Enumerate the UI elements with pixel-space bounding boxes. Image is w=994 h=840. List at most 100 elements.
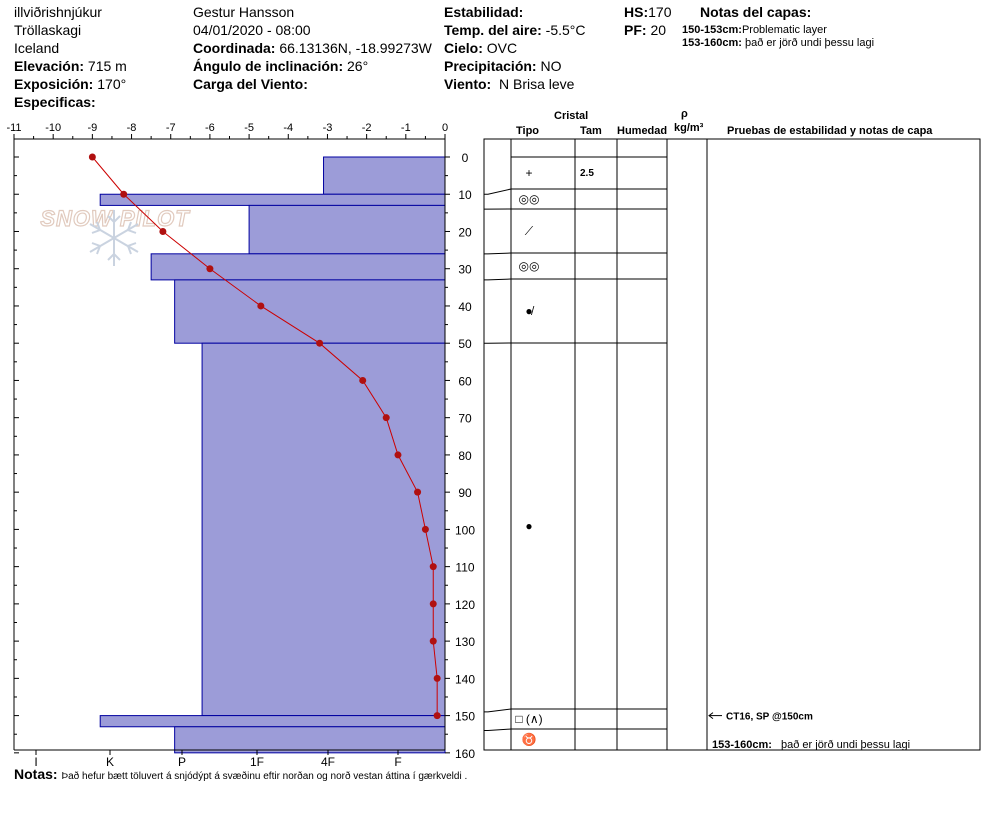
- temperature-point: [88, 153, 96, 161]
- temp-tick-label: -8: [127, 122, 137, 134]
- depth-tick-label: 20: [458, 225, 472, 239]
- temperature-point: [382, 414, 390, 422]
- hardness-bar-3: [150, 253, 446, 281]
- grain-type-symbol: ●: [525, 519, 532, 533]
- snow-pilot-watermark: SNOW PILOT: [40, 205, 190, 266]
- hardness-bar-4: [174, 279, 446, 344]
- pf-row: PF: 20: [624, 22, 666, 38]
- depth-tick-label: 150: [455, 710, 475, 724]
- density-unit-header: kg/m³: [674, 122, 704, 134]
- crystal-header: Cristal: [554, 110, 589, 122]
- hardness-bar-7: [174, 726, 446, 754]
- pf-label: PF:: [624, 22, 647, 38]
- hardness-bar-1: [99, 193, 446, 206]
- coordinate-value: 66.13136N, -18.99273W: [279, 40, 432, 56]
- temperature-point: [159, 227, 167, 235]
- hardness-bar-0: [323, 156, 446, 195]
- layer-note-1-range: 150-153cm:: [682, 24, 742, 36]
- grain-type-symbol: ◎◎: [519, 259, 540, 273]
- elevation-row: Elevación: 715 m: [14, 58, 127, 74]
- grain-type-symbol: ●̸: [525, 304, 534, 318]
- layer-note-1: 150-153cm:Problematic layer: [682, 24, 827, 36]
- hardness-tick-label: K: [106, 755, 114, 769]
- depth-tick-label: 120: [455, 598, 475, 612]
- layer-notes-title: Notas del capas:: [700, 4, 812, 20]
- temperature-point: [316, 339, 324, 347]
- depth-tick-label: 70: [458, 412, 472, 426]
- layer-connector: [484, 708, 512, 713]
- layer-connector: [484, 278, 512, 281]
- air-temp-label: Temp. del aire:: [444, 22, 542, 38]
- hs-label: HS:: [624, 4, 649, 20]
- temperature-point: [394, 451, 402, 459]
- watermark-text: SNOW PILOT: [40, 206, 190, 231]
- wind-label: Viento:: [444, 76, 492, 92]
- table-frame: [483, 138, 981, 751]
- temp-tick-label: -10: [45, 122, 61, 134]
- temp-tick-label: -4: [283, 122, 293, 134]
- hs-value: 170: [648, 4, 672, 20]
- coordinate-label: Coordinada:: [193, 40, 276, 56]
- temp-tick-label: -11: [6, 122, 21, 134]
- layer-note-2-text: það er jörð undi þessu lagi: [745, 37, 875, 49]
- observation-datetime: 04/01/2020 - 08:00: [193, 22, 311, 38]
- precip-value: NO: [540, 58, 562, 74]
- depth-tick-label: 100: [455, 523, 475, 537]
- coordinate-row: Coordinada: 66.13136N, -18.99273W: [193, 40, 432, 56]
- hardness-profile: [99, 156, 446, 754]
- temp-tick-label: -1: [401, 122, 411, 134]
- slope-label: Ángulo de inclinación:: [193, 58, 344, 74]
- depth-tick-label: 30: [458, 263, 472, 277]
- pf-value: 20: [650, 22, 667, 38]
- depth-tick-label: 160: [455, 747, 475, 761]
- notes-row: Notas: Það hefur bætt töluvert á snjódýp…: [14, 766, 467, 782]
- layer-note-1-text: Problematic layer: [741, 24, 827, 36]
- location-name: illviðrishnjúkur: [14, 4, 102, 20]
- temp-tick-label: -5: [244, 122, 254, 134]
- temperature-point: [206, 265, 214, 273]
- layer-note-2: 153-160cm: það er jörð undi þessu lagi: [682, 37, 874, 49]
- country-name: Iceland: [14, 40, 60, 56]
- hardness-tick-label: 1F: [250, 755, 264, 769]
- layer-note-2-range: 153-160cm:: [682, 37, 742, 49]
- size-header: Tam: [580, 125, 602, 137]
- stability-label: Estabilidad:: [444, 4, 524, 20]
- layer-connector: [484, 252, 512, 255]
- type-header: Tipo: [516, 125, 540, 137]
- temperature-point: [257, 302, 265, 310]
- chart-axes: -11 -10 -9 -8 -7 -6 -5 -4 -3 -2 -1 0010203040506070…: [6, 122, 475, 769]
- grain-type-symbol: ⟋: [525, 224, 534, 238]
- crystal-table: +2.5 ◎◎ ⟋ ◎◎ ●̸ ● □ (∧) ♉ CT16, SP @150cm: [483, 138, 981, 751]
- depth-tick-label: 130: [455, 635, 475, 649]
- slope-value: 26°: [347, 58, 369, 74]
- depth-tick-label: 40: [458, 300, 472, 314]
- temperature-point: [433, 674, 441, 682]
- temp-tick-label: -6: [205, 122, 215, 134]
- notes-label: Notas:: [14, 766, 58, 782]
- temperature-point: [429, 637, 437, 645]
- elevation-label: Elevación:: [14, 58, 85, 74]
- temp-tick-label: -2: [362, 122, 372, 134]
- bottom-note-text: það er jörð undi þessu lagi: [781, 739, 911, 751]
- hardness-bar-6: [99, 715, 446, 728]
- moisture-header: Humedad: [617, 125, 668, 137]
- depth-tick-label: 50: [458, 337, 472, 351]
- sky-label: Cielo:: [444, 40, 483, 56]
- density-rho-header: ρ: [681, 108, 688, 120]
- depth-tick-label: 80: [458, 449, 472, 463]
- air-temp-row: Temp. del aire: -5.5°C: [444, 22, 586, 38]
- hardness-bar-5: [201, 342, 446, 717]
- bottom-note-range: 153-160cm:: [712, 739, 772, 751]
- temperature-point: [433, 712, 441, 720]
- specifics-label: Especificas:: [14, 94, 96, 110]
- depth-tick-label: 140: [455, 672, 475, 686]
- temperature-point: [359, 376, 367, 384]
- hardness-tick-label: F: [394, 755, 401, 769]
- temperature-profile: [88, 153, 441, 720]
- test-result-label: CT16, SP @150cm: [726, 712, 813, 723]
- temp-tick-label: -7: [166, 122, 176, 134]
- wind-value: N Brisa leve: [498, 76, 575, 92]
- temp-tick-label: -3: [323, 122, 333, 134]
- grain-type-symbol: +: [525, 166, 532, 180]
